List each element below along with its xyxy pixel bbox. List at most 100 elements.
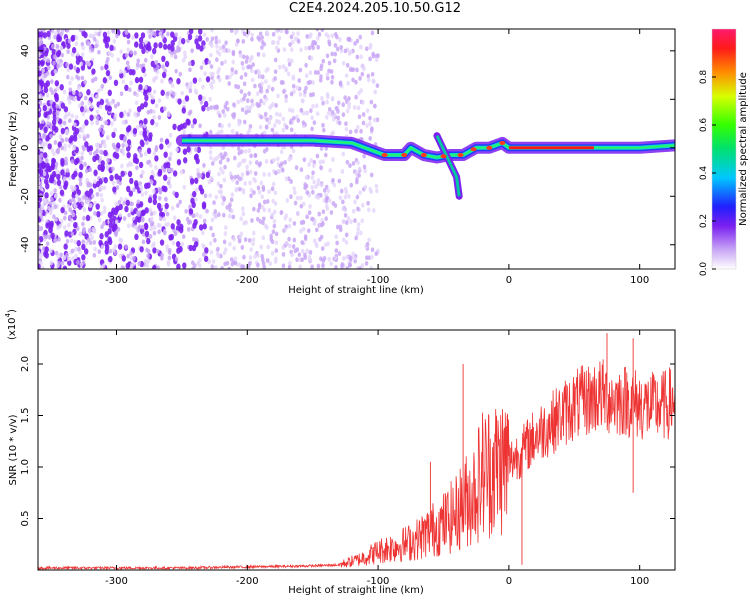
- noise-speck: [270, 86, 275, 92]
- noise-speck: [128, 190, 134, 197]
- noise-speck: [55, 103, 59, 109]
- noise-speck: [113, 113, 118, 119]
- noise-speck: [151, 47, 157, 55]
- noise-speck: [289, 194, 293, 200]
- noise-speck: [159, 216, 163, 222]
- noise-speck: [363, 168, 367, 174]
- noise-speck: [153, 42, 158, 49]
- noise-speck: [232, 245, 237, 251]
- noise-speck: [280, 161, 284, 167]
- noise-speck: [41, 68, 46, 74]
- noise-speck: [124, 52, 129, 58]
- noise-speck: [209, 64, 214, 69]
- noise-speck: [123, 109, 127, 115]
- noise-speck: [78, 181, 83, 187]
- noise-speck: [121, 79, 126, 85]
- noise-speck: [192, 213, 196, 219]
- noise-speck: [65, 168, 70, 174]
- noise-speck: [158, 31, 163, 37]
- noise-speck: [129, 207, 134, 212]
- noise-speck: [357, 166, 362, 172]
- noise-speck: [262, 130, 267, 136]
- noise-speck: [94, 43, 98, 49]
- noise-speck: [163, 174, 168, 181]
- noise-speck: [331, 177, 335, 183]
- noise-speck: [38, 134, 41, 140]
- noise-speck: [330, 79, 334, 85]
- noise-speck: [223, 151, 227, 157]
- x-tick-label: -300: [105, 275, 128, 286]
- noise-speck: [240, 245, 245, 250]
- noise-speck: [326, 94, 330, 100]
- noise-speck: [284, 176, 289, 182]
- noise-speck: [67, 99, 72, 105]
- noise-speck: [309, 32, 313, 38]
- noise-speck: [165, 211, 170, 217]
- noise-speck: [167, 255, 172, 261]
- noise-speck: [98, 143, 103, 149]
- noise-speck: [346, 216, 351, 221]
- noise-speck: [264, 124, 269, 130]
- noise-speck: [53, 88, 58, 94]
- noise-speck: [321, 122, 325, 128]
- noise-speck: [193, 154, 199, 161]
- noise-speck: [225, 260, 230, 266]
- noise-speck: [270, 250, 275, 256]
- noise-speck: [241, 38, 246, 44]
- noise-speck: [194, 147, 198, 153]
- noise-speck: [335, 46, 340, 52]
- noise-speck: [220, 123, 224, 129]
- colorbar-tick-label: 0.4: [699, 166, 709, 181]
- noise-speck: [71, 256, 75, 262]
- noise-speck: [56, 85, 60, 91]
- noise-speck: [102, 185, 107, 191]
- noise-speck: [89, 103, 94, 109]
- noise-speck: [319, 165, 323, 170]
- noise-speck: [169, 89, 174, 95]
- noise-speck: [219, 183, 223, 189]
- noise-speck: [121, 143, 125, 148]
- noise-speck: [236, 99, 241, 105]
- noise-speck: [129, 177, 134, 185]
- noise-speck: [112, 38, 117, 44]
- noise-speck: [133, 50, 137, 56]
- noise-speck: [324, 184, 329, 190]
- noise-speck: [80, 155, 84, 161]
- noise-speck: [68, 198, 73, 204]
- noise-speck: [215, 155, 219, 161]
- noise-speck: [38, 201, 41, 209]
- noise-speck: [288, 260, 292, 266]
- noise-speck: [87, 237, 91, 243]
- noise-speck: [292, 115, 296, 121]
- noise-speck: [305, 248, 309, 254]
- noise-speck: [295, 210, 300, 216]
- noise-speck: [136, 216, 142, 223]
- colorbar-tick-label: 0.6: [699, 118, 709, 133]
- noise-speck: [284, 124, 289, 130]
- noise-speck: [73, 122, 77, 128]
- noise-speck: [188, 244, 193, 252]
- noise-speck: [205, 208, 209, 214]
- noise-speck: [202, 223, 207, 230]
- noise-speck: [170, 31, 175, 38]
- y-tick-label: 0: [20, 145, 31, 151]
- noise-speck: [330, 96, 335, 102]
- noise-speck: [272, 123, 277, 128]
- noise-speck: [244, 110, 248, 115]
- noise-speck: [67, 118, 72, 124]
- noise-speck: [316, 178, 321, 183]
- noise-speck: [124, 30, 129, 36]
- noise-speck: [262, 100, 266, 106]
- noise-speck: [110, 121, 114, 127]
- noise-speck: [301, 201, 306, 207]
- noise-speck: [260, 204, 265, 210]
- noise-speck: [213, 209, 218, 214]
- noise-speck: [115, 205, 120, 212]
- noise-speck: [353, 199, 357, 205]
- noise-speck: [221, 169, 225, 175]
- noise-speck: [116, 179, 120, 185]
- noise-speck: [255, 252, 260, 258]
- noise-speck: [245, 98, 250, 104]
- noise-speck: [143, 57, 148, 63]
- noise-speck: [133, 111, 137, 117]
